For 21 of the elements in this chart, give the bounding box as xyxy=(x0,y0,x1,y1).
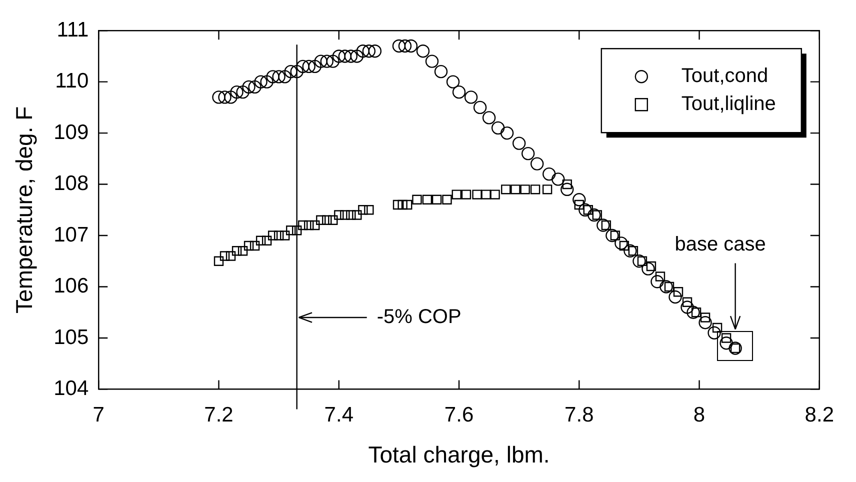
x-tick-label: 7 xyxy=(92,404,104,427)
x-tick-label: 7.4 xyxy=(324,404,354,427)
y-tick-label: 111 xyxy=(56,18,89,42)
x-tick-label: 7.6 xyxy=(444,404,474,427)
x-tick-label: 8.2 xyxy=(804,404,834,427)
y-tick-label: 105 xyxy=(54,326,89,349)
x-tick-label: 7.8 xyxy=(564,404,594,427)
y-tick-label: 106 xyxy=(54,274,89,298)
annotation: base case xyxy=(674,234,766,256)
y-tick-label: 107 xyxy=(54,223,89,246)
legend-label: Tout,liqline xyxy=(681,93,776,116)
ref-line-label: -5% COP xyxy=(376,306,462,328)
y-tick-label: 108 xyxy=(54,172,89,196)
y-axis-title: Temperature, deg. F xyxy=(11,106,38,314)
legend-label: Tout,cond xyxy=(681,65,768,88)
y-tick-label: 110 xyxy=(55,70,89,93)
y-tick-label: 109 xyxy=(54,120,89,144)
x-axis-title: Total charge, lbm. xyxy=(368,442,550,468)
x-tick-label: 7.2 xyxy=(204,404,234,427)
y-tick-label: 104 xyxy=(54,376,89,400)
x-tick-label: 8 xyxy=(693,404,706,427)
